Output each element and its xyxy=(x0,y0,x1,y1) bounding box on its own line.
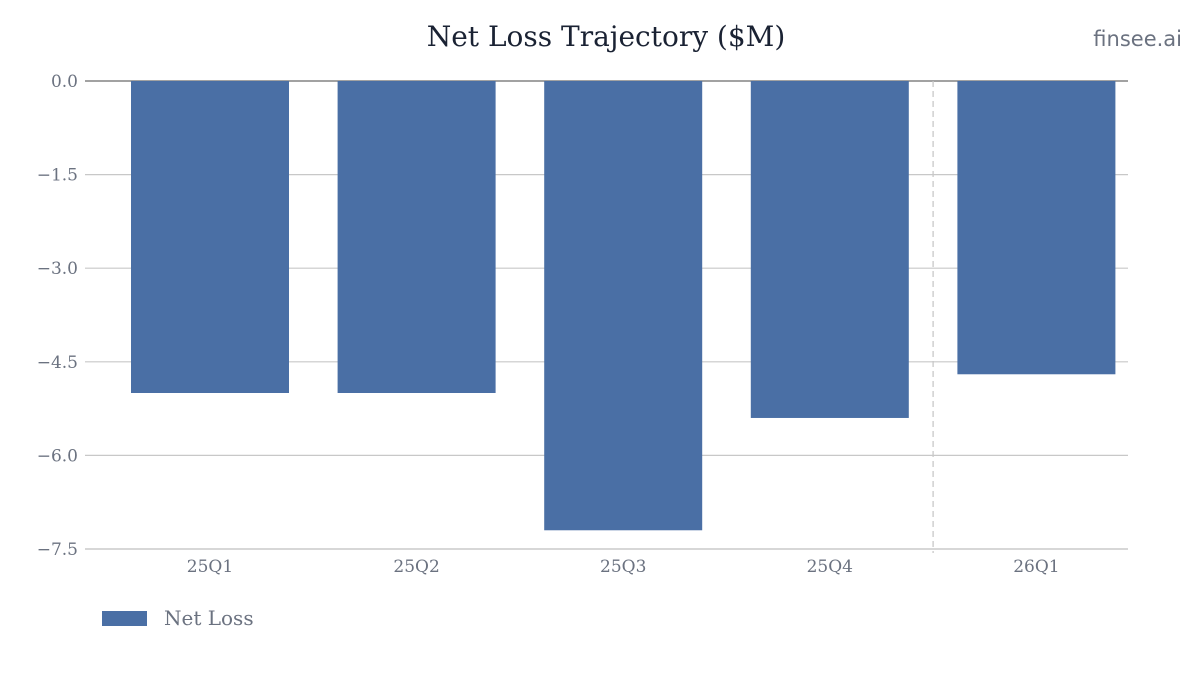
y-tick-label: −3.0 xyxy=(37,259,78,279)
bar-25Q4 xyxy=(750,81,909,418)
x-tick-label: 26Q1 xyxy=(1013,557,1059,577)
x-axis-ticks: 25Q1 25Q2 25Q3 25Q4 26Q1 xyxy=(187,557,1060,577)
y-tick-label: −1.5 xyxy=(37,166,78,186)
bars xyxy=(131,81,1116,553)
y-tick-label: 0.0 xyxy=(51,72,78,92)
bar-25Q3 xyxy=(544,81,703,531)
bar-26Q1 xyxy=(957,81,1116,375)
y-tick-label: −6.0 xyxy=(37,446,78,466)
legend-swatch xyxy=(102,611,147,626)
brand-watermark: finsee.ai xyxy=(1093,27,1182,51)
bar-25Q2 xyxy=(337,81,496,393)
y-tick-label: −7.5 xyxy=(37,540,78,560)
y-axis-ticks: 0.0 −1.5 −3.0 −4.5 −6.0 −7.5 xyxy=(37,72,78,560)
x-tick-label: 25Q2 xyxy=(393,557,439,577)
legend-label: Net Loss xyxy=(164,606,254,630)
bar-25Q1 xyxy=(131,81,289,393)
x-tick-label: 25Q1 xyxy=(187,557,233,577)
chart-title: Net Loss Trajectory ($M) xyxy=(427,20,786,53)
legend: Net Loss xyxy=(102,606,254,630)
y-tick-label: −4.5 xyxy=(37,353,78,373)
x-tick-label: 25Q4 xyxy=(807,557,853,577)
x-tick-label: 25Q3 xyxy=(600,557,646,577)
